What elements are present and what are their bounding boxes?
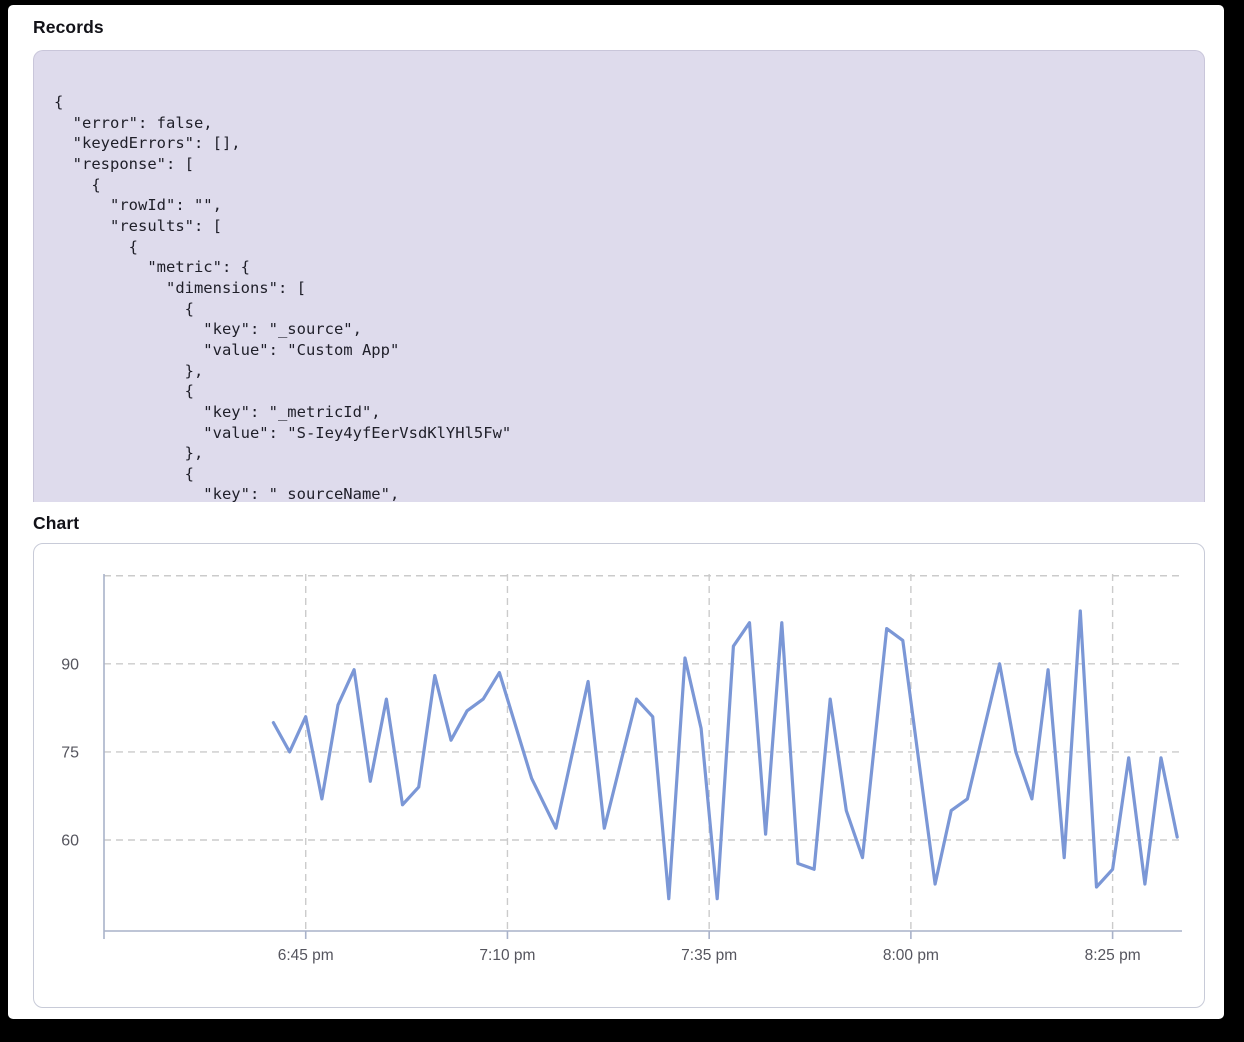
chart-section-heading: Chart [33,513,80,533]
app-window: Records { "error": false, "keyedErrors":… [8,5,1224,1019]
line-chart: 6:45 pm 7:10 pm 7:35 pm 8:00 pm 8:25 pm 60 75 9… [61,574,1182,964]
chart-card: 6:45 pm 7:10 pm 7:35 pm 8:00 pm 8:25 pm 60 75 9… [33,543,1205,1008]
x-tick-label: 8:00 pm [883,947,939,964]
x-tick-label: 7:10 pm [479,947,535,964]
records-json-code: { "error": false, "keyedErrors": [], "re… [54,93,512,502]
y-tick-label: 90 [61,656,79,673]
y-tick-label: 75 [61,744,79,761]
y-tick-label: 60 [61,832,79,849]
records-section-heading: Records [33,17,104,37]
x-tick-label: 6:45 pm [278,947,334,964]
x-tick-label: 8:25 pm [1085,947,1141,964]
series-line-metric-values [271,609,1179,901]
x-tick-label: 7:35 pm [681,947,737,964]
records-json-viewer[interactable]: { "error": false, "keyedErrors": [], "re… [33,50,1205,502]
